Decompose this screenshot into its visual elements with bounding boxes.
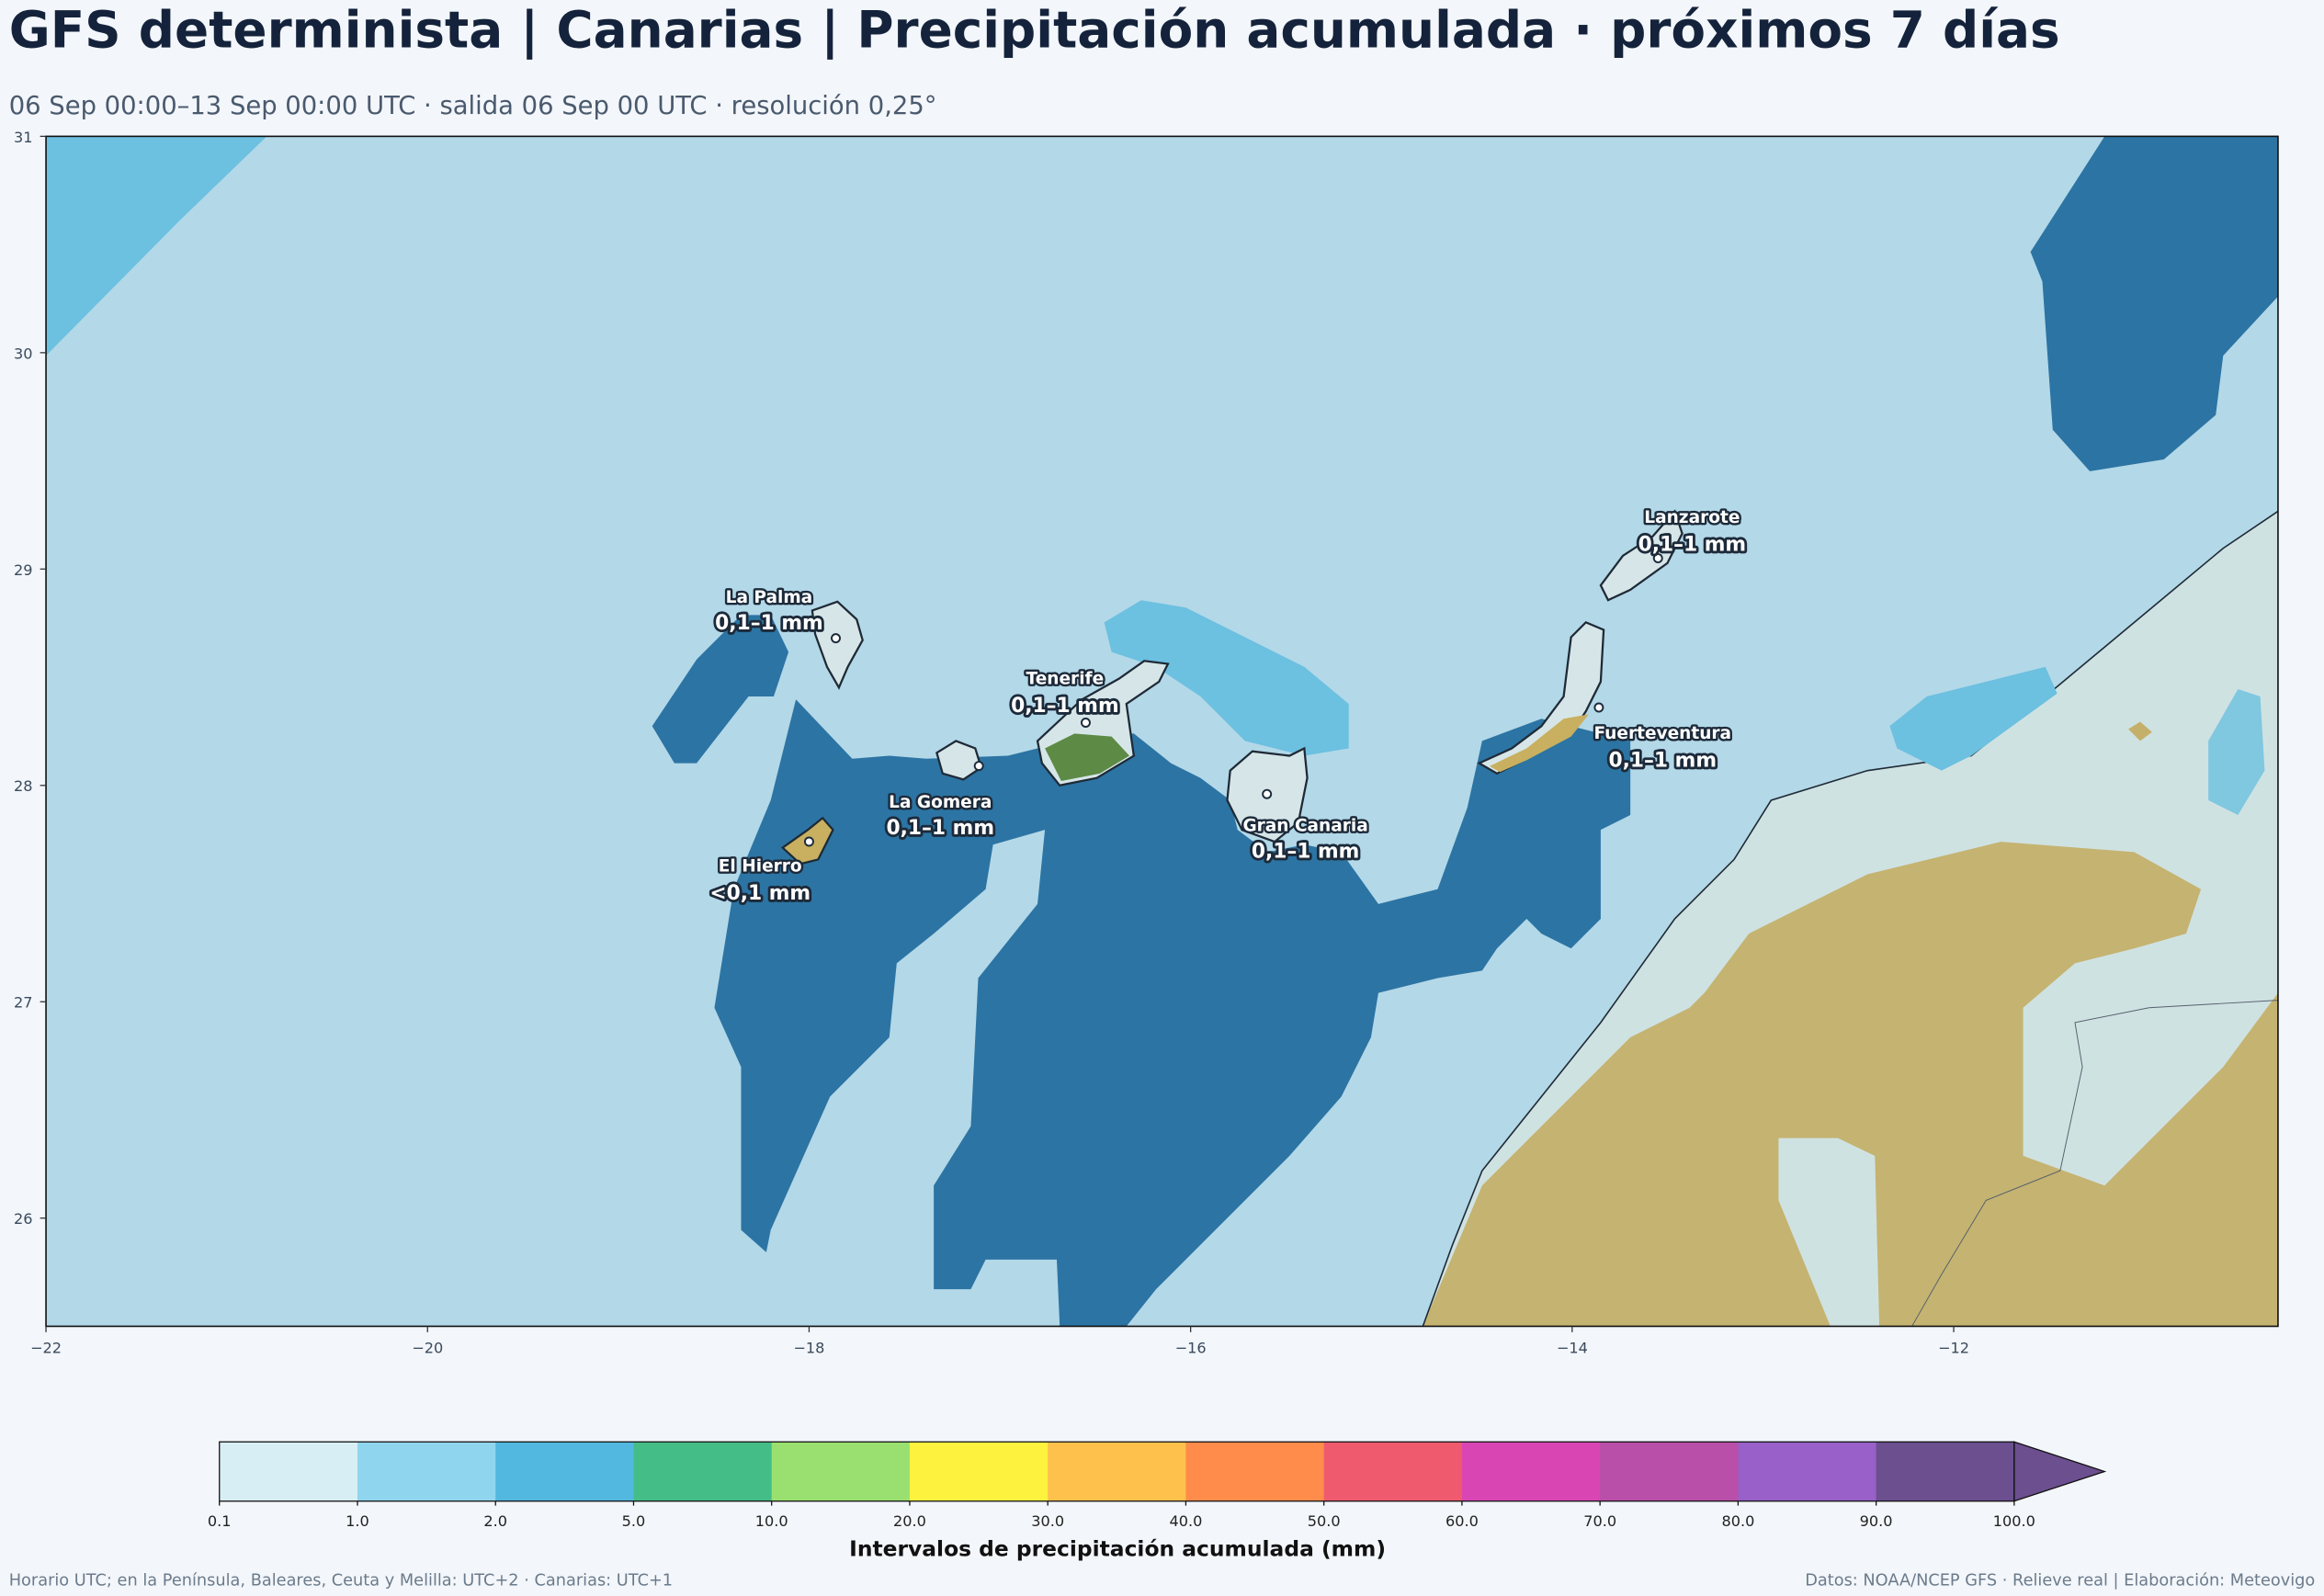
- place-marker: [1593, 702, 1604, 713]
- x-tick-label: −18: [793, 1339, 824, 1356]
- colorbar-tick-label: 30.0: [1031, 1512, 1064, 1530]
- place-value: 0,1–1 mm: [1252, 841, 1360, 864]
- island-relief: [1489, 714, 1589, 773]
- y-tick-label: 27: [14, 994, 33, 1012]
- precip-area: [1104, 600, 1349, 756]
- colorbar-label: Intervalos de precipitación acumulada (m…: [849, 1535, 1386, 1561]
- colorbar-tick-label: 40.0: [1169, 1512, 1202, 1530]
- precip-area: [714, 699, 1631, 1327]
- place-name: La Palma: [726, 588, 813, 607]
- place-value: 0,1–1 mm: [1638, 533, 1747, 556]
- precip-area: [1423, 842, 2278, 1327]
- place-marker: [1262, 788, 1273, 799]
- place-name: Tenerife: [1026, 670, 1105, 689]
- place-value: 0,1–1 mm: [715, 612, 823, 635]
- colorbar-tick-label: 2.0: [483, 1512, 507, 1530]
- y-tick-label: 28: [14, 777, 33, 795]
- place-marker: [973, 761, 984, 772]
- colorbar-segment: [1185, 1442, 1325, 1501]
- coastline: [1422, 510, 2278, 1327]
- colorbar-tick-label: 1.0: [346, 1512, 369, 1530]
- colorbar-segment: [495, 1442, 635, 1501]
- y-tick-label: 30: [14, 345, 33, 362]
- precip-area: [2208, 688, 2265, 816]
- place-name: Lanzarote: [1644, 508, 1740, 527]
- x-tick-label: −12: [1938, 1339, 1969, 1356]
- colorbar-tick-label: 50.0: [1308, 1512, 1341, 1530]
- place-marker: [1652, 553, 1663, 564]
- footer-left: Horario UTC; en la Península, Baleares, …: [9, 1572, 673, 1590]
- colorbar-tick-label: 80.0: [1721, 1512, 1754, 1530]
- colorbar-segment: [1461, 1442, 1601, 1501]
- place-marker: [803, 836, 814, 847]
- x-tick-label: −20: [412, 1339, 443, 1356]
- colorbar: 0.1 1.0 2.0 5.0 10.0 20.0 30.0 40.0 50.0 60.0 70.0…: [208, 1441, 2107, 1530]
- place-value: 0,1–1 mm: [1608, 750, 1717, 773]
- colorbar-segment: [1738, 1442, 1877, 1501]
- precip-area: [1889, 666, 2058, 771]
- y-tick-label: 26: [14, 1210, 33, 1228]
- colorbar-segment: [357, 1442, 497, 1501]
- colorbar-segment: [1600, 1442, 1740, 1501]
- colorbar-segment: [219, 1442, 358, 1501]
- precip-area: [46, 136, 267, 357]
- colorbar-tick-label: 60.0: [1445, 1512, 1479, 1530]
- colorbar-tick-label: 100.0: [1993, 1512, 2035, 1530]
- precip-area: [652, 615, 789, 764]
- x-tick-label: −22: [30, 1339, 62, 1356]
- axes: −22 −20 −18 −16 −14 −12 26 27 28 29 30 31: [14, 129, 1969, 1357]
- colorbar-segment: [1876, 1442, 2015, 1501]
- island: [1599, 509, 1683, 602]
- colorbar-tick-label: 70.0: [1583, 1512, 1616, 1530]
- colorbar-tick-label: 90.0: [1860, 1512, 1893, 1530]
- colorbar-tick-label: 5.0: [622, 1512, 646, 1530]
- place-name: El Hierro: [719, 856, 802, 876]
- footer-right: Datos: NOAA/NCEP GFS · Relieve real | El…: [1805, 1572, 2315, 1590]
- colorbar-tick-label: 0.1: [208, 1512, 232, 1530]
- colorbar-segment: [633, 1442, 773, 1501]
- precip-area: [2030, 136, 2278, 471]
- title: GFS determinista | Canarias | Precipitac…: [9, 1, 2060, 61]
- precip-area: [2128, 721, 2152, 741]
- x-tick-label: −16: [1175, 1339, 1207, 1356]
- y-tick-label: 31: [14, 129, 33, 146]
- place-value: <0,1 mm: [709, 882, 811, 905]
- colorbar-segment: [1323, 1442, 1463, 1501]
- place-marker: [831, 633, 841, 644]
- place-name: Gran Canaria: [1242, 817, 1367, 836]
- colorbar-segment: [771, 1442, 911, 1501]
- colorbar-tick-label: 10.0: [755, 1512, 788, 1530]
- place-name: La Gomera: [889, 793, 992, 812]
- places: La Palma 0,1–1 mm Tenerife 0,1–1 mm La Gomer…: [708, 505, 1749, 907]
- colorbar-tick-label: 20.0: [893, 1512, 926, 1530]
- island: [811, 600, 864, 690]
- map-frame: [45, 135, 2279, 1328]
- colorbar-frame: [219, 1441, 2015, 1502]
- place-value: 0,1–1 mm: [1011, 695, 1119, 718]
- map: La Palma 0,1–1 mm Tenerife 0,1–1 mm La Gomer…: [46, 136, 2278, 1327]
- place-value: 0,1–1 mm: [887, 817, 995, 840]
- x-tick-label: −14: [1557, 1339, 1588, 1356]
- island-relief: [1045, 733, 1130, 781]
- place-marker: [1080, 718, 1091, 728]
- y-tick-label: 29: [14, 561, 33, 579]
- colorbar-segment: [1048, 1442, 1187, 1501]
- border: [1911, 1000, 2278, 1327]
- subtitle: 06 Sep 00:00–13 Sep 00:00 UTC · salida 0…: [9, 92, 937, 120]
- colorbar-segment: [909, 1442, 1049, 1501]
- place-name: Fuerteventura: [1593, 724, 1731, 743]
